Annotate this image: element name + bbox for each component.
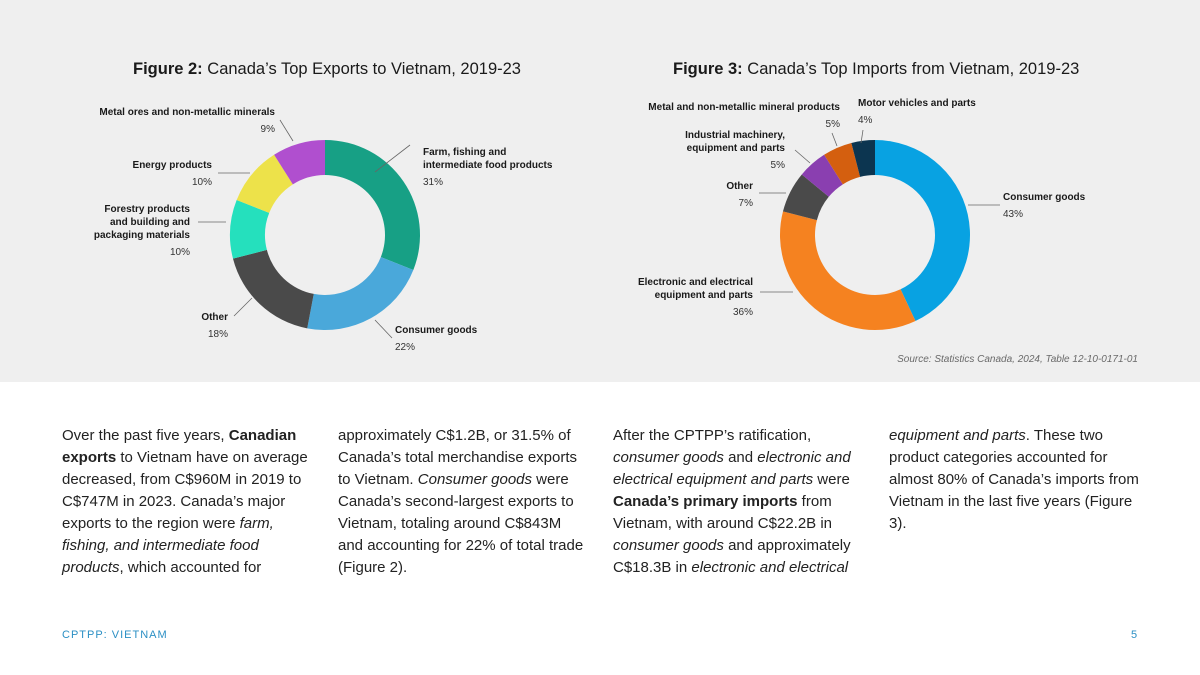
leader-line <box>374 319 393 339</box>
slice-label: Forestry products <box>104 204 190 215</box>
donut-slice <box>875 140 970 321</box>
col3-text-segment: electronic and electrical equipment and … <box>613 449 851 488</box>
slice-percent-label: 36% <box>733 307 753 318</box>
slice-percent-label: 4% <box>858 115 873 126</box>
col2-text-segment: were Canada’s second-largest exports to … <box>338 471 584 576</box>
donut-slice <box>325 140 420 270</box>
slice-percent-label: 18% <box>208 329 228 340</box>
donut-slice <box>232 249 314 329</box>
leader-line <box>279 119 294 142</box>
figure-3-number: Figure 3: <box>673 60 743 78</box>
slice-percent-label: 5% <box>826 119 841 130</box>
leader-line <box>860 129 864 144</box>
slice-label: equipment and parts <box>655 290 754 301</box>
col1-text-segment: Over the past five years, <box>62 427 229 444</box>
footer-section-label: CPTPP: VIETNAM <box>62 629 168 641</box>
donut-slice <box>851 140 875 177</box>
col4-text-segment: . These two product categories accounted… <box>889 427 1139 532</box>
slice-label: intermediate food products <box>423 160 553 171</box>
col3-text-segment: consumer goods <box>613 537 724 554</box>
donut-slice <box>236 154 293 213</box>
slice-label: Farm, fishing and <box>423 147 506 158</box>
figure-2-number: Figure 2: <box>133 60 203 78</box>
slice-label: Other <box>726 181 753 192</box>
slice-label: Metal and non-metallic mineral products <box>648 102 840 113</box>
col3-text-segment: from Vietnam, with around C$22.2B in <box>613 493 833 532</box>
col3-text-segment: were <box>813 471 850 488</box>
page-number: 5 <box>1131 629 1138 641</box>
donut-slice <box>274 140 325 185</box>
slice-label: equipment and parts <box>687 143 786 154</box>
slice-percent-label: 31% <box>423 177 443 188</box>
leader-line <box>374 144 411 173</box>
slice-label: and building and <box>110 217 190 228</box>
col3-text-segment: consumer goods <box>613 449 724 466</box>
slice-label: packaging materials <box>94 230 191 241</box>
figure-3-caption: Canada’s Top Imports from Vietnam, 2019-… <box>742 60 1080 78</box>
donut-slice <box>230 200 270 259</box>
col3-text-segment: After the CPTPP’s ratification, <box>613 427 812 444</box>
source-note: Source: Statistics Canada, 2024, Table 1… <box>897 354 1138 365</box>
slice-label: Consumer goods <box>1003 192 1086 203</box>
figure-3-title: Figure 3: Canada’s Top Imports from Viet… <box>673 60 1079 79</box>
col1-text-segment: , which accounted for <box>119 559 262 576</box>
slice-label: Energy products <box>133 160 213 171</box>
col3-text-segment: electronic and electrical <box>691 559 849 576</box>
slice-label: Electronic and electrical <box>638 277 753 288</box>
slice-label: Metal ores and non-metallic minerals <box>99 107 275 118</box>
body-column-1: Over the past five years, Canadian expor… <box>62 425 312 579</box>
leader-line <box>831 132 838 147</box>
col4-text-segment: equipment and parts <box>889 427 1026 444</box>
col1-text-segment: to Vietnam have on average decreased, fr… <box>62 449 308 532</box>
col2-text-segment: Consumer goods <box>417 471 533 488</box>
slice-percent-label: 10% <box>170 247 190 258</box>
slice-percent-label: 43% <box>1003 209 1023 220</box>
leader-line <box>233 297 253 317</box>
figure-2-caption: Canada’s Top Exports to Vietnam, 2019-23 <box>202 60 521 78</box>
col3-text-segment: and approximately C$18.3B in <box>613 537 851 576</box>
donut-slice <box>824 142 861 185</box>
body-column-2: approximately C$1.2B, or 31.5% of Canada… <box>338 425 588 579</box>
slice-percent-label: 9% <box>261 124 276 135</box>
slice-label: Industrial machinery, <box>685 130 785 141</box>
slice-percent-label: 7% <box>739 198 754 209</box>
col2-text-segment: approximately C$1.2B, or 31.5% of Canada… <box>338 427 578 488</box>
slice-percent-label: 22% <box>395 342 415 353</box>
donut-slice <box>780 211 916 330</box>
col3-text-segment: and <box>723 449 758 466</box>
donut-chart-exports: Farm, fishing and intermediate food produ… <box>94 107 553 353</box>
donut-slice <box>801 154 843 197</box>
col3-text-segment: Canada’s primary imports <box>613 493 798 510</box>
slice-label: Other <box>201 312 228 323</box>
leader-line <box>794 149 811 164</box>
donut-slice <box>307 257 414 330</box>
body-column-3: After the CPTPP’s ratification, consumer… <box>613 425 863 579</box>
slice-label: Consumer goods <box>395 325 478 336</box>
figure-2-title: Figure 2: Canada’s Top Exports to Vietna… <box>133 60 521 79</box>
slice-percent-label: 5% <box>771 160 786 171</box>
body-column-4: equipment and parts. These two product c… <box>889 425 1139 535</box>
slice-percent-label: 10% <box>192 177 212 188</box>
donut-charts: Farm, fishing and intermediate food produ… <box>94 98 1086 353</box>
donut-slice <box>782 174 829 221</box>
figures-panel <box>0 0 1200 382</box>
donut-chart-imports: Consumer goods 43% Electronic and electric… <box>638 98 1086 330</box>
slice-label: Motor vehicles and parts <box>858 98 976 109</box>
col1-text-segment: Canadian exports <box>62 427 297 466</box>
col1-text-segment: farm, fishing, and intermediate food pro… <box>62 515 274 576</box>
